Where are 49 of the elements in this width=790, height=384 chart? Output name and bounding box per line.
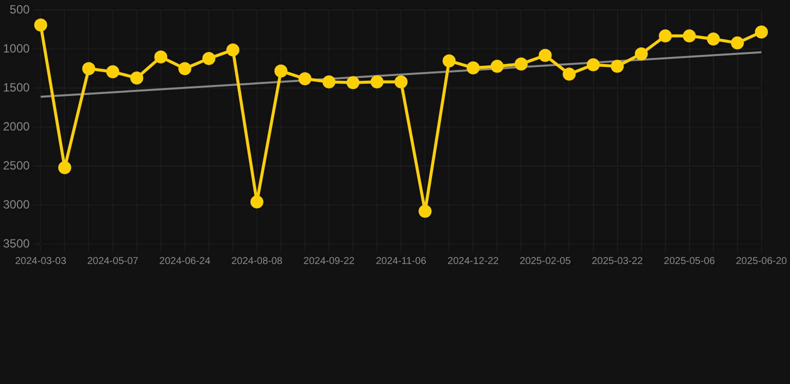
point bbox=[394, 75, 408, 88]
point bbox=[418, 204, 432, 218]
point bbox=[34, 18, 48, 32]
point bbox=[178, 62, 192, 76]
x-tick-label: 2025-03-22 bbox=[592, 256, 644, 267]
point bbox=[634, 47, 648, 60]
y-tick-label: 2500 bbox=[2, 158, 30, 172]
x-tick-label: 2025-06-20 bbox=[736, 256, 788, 267]
point bbox=[226, 43, 240, 56]
y-tick-label: 2000 bbox=[2, 119, 30, 134]
point bbox=[106, 65, 120, 78]
point bbox=[298, 72, 312, 86]
x-tick-label: 2025-05-06 bbox=[664, 256, 716, 267]
point bbox=[58, 161, 72, 174]
x-tick-label: 2024-06-24 bbox=[159, 256, 211, 267]
point bbox=[754, 26, 768, 39]
point bbox=[514, 57, 528, 70]
y-tick-label: 1500 bbox=[2, 80, 30, 94]
point bbox=[370, 75, 384, 88]
y-tick-label: 500 bbox=[10, 2, 30, 17]
point bbox=[562, 68, 576, 81]
x-tick-label: 2025-02-05 bbox=[520, 256, 572, 267]
x-tick-label: 2024-11-06 bbox=[376, 256, 427, 267]
point bbox=[466, 61, 480, 74]
point bbox=[250, 195, 264, 208]
point bbox=[274, 64, 288, 78]
x-tick-label: 2024-03-03 bbox=[15, 256, 67, 267]
y-tick-label: 3000 bbox=[2, 197, 30, 212]
x-tick-label: 2024-12-22 bbox=[448, 256, 500, 267]
point bbox=[130, 72, 144, 84]
point bbox=[490, 60, 504, 73]
x-tick-label: 2024-09-22 bbox=[303, 256, 355, 267]
point bbox=[202, 52, 216, 66]
point bbox=[154, 50, 168, 64]
x-tick-label: 2024-05-07 bbox=[87, 256, 139, 267]
y-tick-label: 1000 bbox=[2, 41, 30, 56]
point bbox=[82, 62, 96, 76]
point bbox=[538, 48, 552, 62]
point bbox=[658, 29, 672, 42]
x-tick-label: 2024-08-08 bbox=[231, 256, 283, 267]
point bbox=[706, 32, 720, 46]
point bbox=[586, 58, 600, 72]
point bbox=[682, 29, 696, 42]
y-tick-label: 3500 bbox=[2, 236, 30, 250]
point bbox=[730, 36, 744, 50]
point bbox=[322, 75, 336, 88]
point bbox=[346, 76, 360, 90]
point bbox=[442, 54, 456, 68]
point bbox=[610, 60, 624, 73]
